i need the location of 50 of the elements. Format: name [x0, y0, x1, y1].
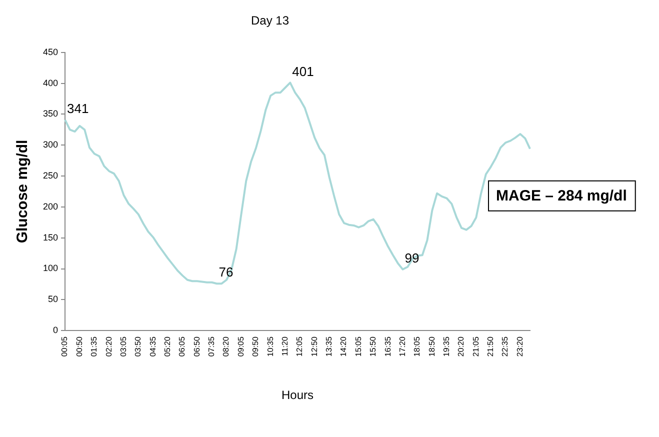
- x-tick-label: 23:20: [515, 336, 524, 357]
- y-tick-label: 150: [42, 232, 58, 242]
- x-tick-label: 16:35: [383, 336, 392, 357]
- x-tick-label: 15:50: [368, 336, 378, 357]
- data-label: 76: [218, 264, 234, 280]
- x-tick-label: 03:05: [118, 336, 128, 357]
- x-tick-label: 00:05: [60, 336, 70, 357]
- chart-title: Day 13: [250, 14, 290, 28]
- x-tick-label: 12:05: [295, 336, 304, 357]
- annotation: MAGE – 284 mg/dl: [496, 188, 627, 205]
- y-tick-label: 400: [42, 78, 58, 88]
- x-tick-label: 09:50: [251, 336, 260, 357]
- x-tick-label: 21:05: [471, 336, 480, 357]
- data-label: 341: [67, 100, 89, 116]
- y-tick-label: 300: [42, 140, 58, 150]
- x-tick-label: 04:35: [148, 336, 158, 357]
- x-tick-label: 07:35: [207, 336, 216, 357]
- y-tick-label: 100: [42, 263, 58, 274]
- x-tick-label: 10:35: [266, 336, 275, 357]
- y-tick-label: 0: [53, 325, 58, 336]
- data-label: 99: [404, 250, 420, 266]
- x-tick-label: 03:50: [134, 336, 143, 357]
- x-tick-label: 14:20: [339, 336, 348, 357]
- x-tick-label: 21:50: [486, 336, 496, 357]
- x-tick-label: 06:50: [192, 336, 202, 357]
- x-tick-label: 00:50: [74, 336, 84, 357]
- y-tick-label: 50: [48, 294, 58, 304]
- x-tick-label: 18:05: [412, 336, 422, 357]
- y-tick-label: 450: [42, 46, 58, 57]
- x-axis-title: Hours: [282, 388, 314, 402]
- y-tick-label: 250: [42, 170, 58, 181]
- x-tick-label: 06:05: [178, 336, 187, 357]
- data-label: 401: [292, 64, 314, 79]
- x-tick-label: 02:20: [104, 336, 114, 357]
- x-tick-label: 09:05: [236, 336, 246, 357]
- x-tick-label: 12:50: [310, 336, 319, 357]
- x-tick-label: 05:20: [163, 336, 172, 357]
- x-tick-label: 13:35: [324, 336, 334, 357]
- x-tick-label: 01:35: [90, 336, 99, 357]
- x-tick-label: 11:20: [280, 336, 290, 356]
- x-tick-label: 08:20: [222, 336, 231, 357]
- x-tick-label: 22:35: [500, 336, 510, 357]
- x-tick-label: 17:20: [398, 336, 407, 357]
- x-tick-label: 15:05: [354, 336, 363, 357]
- y-tick-label: 350: [42, 108, 58, 119]
- y-tick-label: 200: [42, 201, 58, 212]
- y-axis-title: Glucose mg/dl: [14, 140, 32, 244]
- x-tick-label: 20:20: [456, 336, 466, 357]
- x-tick-label: 19:35: [442, 336, 451, 357]
- x-tick-label: 18:50: [427, 336, 436, 357]
